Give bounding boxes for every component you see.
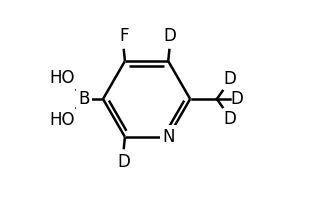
Text: D: D xyxy=(163,28,176,45)
Text: F: F xyxy=(119,28,129,45)
Text: D: D xyxy=(223,70,236,89)
Text: HO: HO xyxy=(49,111,75,129)
Text: N: N xyxy=(162,128,175,146)
Text: D: D xyxy=(223,109,236,128)
Text: B: B xyxy=(78,90,90,108)
Text: HO: HO xyxy=(49,69,75,87)
Text: D: D xyxy=(231,90,243,108)
Text: D: D xyxy=(117,153,130,170)
